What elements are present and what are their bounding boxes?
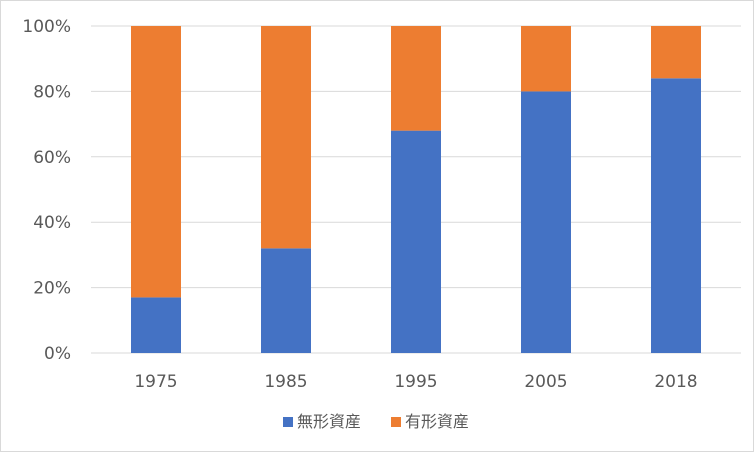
legend-label: 有形資産 [405,412,469,431]
y-tick-label: 100% [22,17,71,37]
bar-tangible-1985 [261,26,311,249]
legend-swatch [283,417,293,427]
legend: 無形資産 有形資産 [283,412,469,431]
x-tick-label: 1985 [264,372,307,392]
legend-label: 無形資産 [297,412,361,431]
x-axis-labels: 1975 1985 1995 2005 2018 [134,372,697,392]
legend-swatch [391,417,401,427]
bar-intangible-1995 [391,130,441,353]
y-tick-label: 20% [33,279,71,299]
bar-intangible-2018 [651,78,701,353]
bar-intangible-1975 [131,297,181,353]
bars [131,26,701,354]
y-tick-label: 80% [33,82,71,102]
bar-tangible-1975 [131,26,181,298]
y-tick-label: 40% [33,213,71,233]
bar-intangible-2005 [521,91,571,354]
y-tick-label: 0% [44,344,71,364]
y-axis-ticks: 0% 20% 40% 60% 80% 100% [22,17,71,364]
x-tick-label: 1995 [394,372,437,392]
bar-tangible-2005 [521,26,571,92]
bar-intangible-1985 [261,248,311,353]
x-tick-label: 1975 [134,372,177,392]
x-tick-label: 2005 [524,372,567,392]
y-tick-label: 60% [33,148,71,168]
bar-tangible-1995 [391,26,441,131]
bar-tangible-2018 [651,26,701,79]
x-tick-label: 2018 [654,372,697,392]
